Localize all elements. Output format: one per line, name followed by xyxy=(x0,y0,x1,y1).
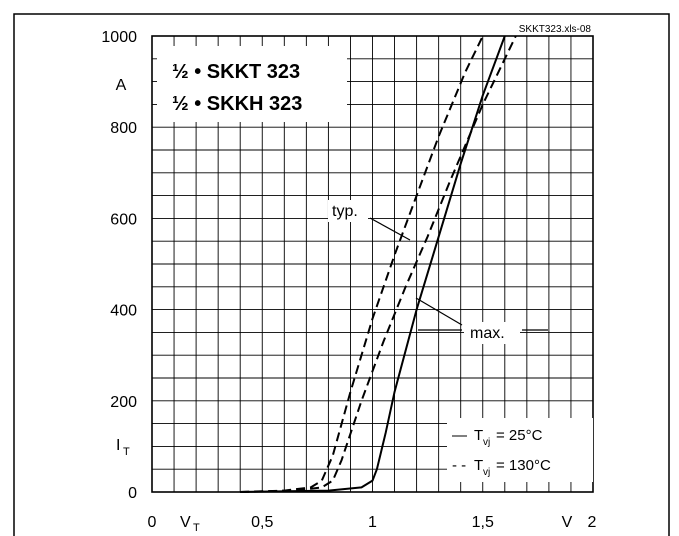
legend: — T vj = 25°C - - T vj = 130°C xyxy=(447,418,593,482)
y-tick-label: 800 xyxy=(110,120,137,137)
title-line-1: ½ • SKKT 323 xyxy=(172,61,300,83)
svg-text:T: T xyxy=(474,427,483,444)
x-tick-label: 1,5 xyxy=(472,514,494,531)
svg-text:vj: vj xyxy=(483,437,490,448)
plot-area xyxy=(151,35,594,493)
svg-text:I: I xyxy=(116,437,120,454)
svg-text:T: T xyxy=(123,446,130,458)
x-tick-label: 2 xyxy=(588,514,597,531)
svg-text:vj: vj xyxy=(483,467,490,478)
y-tick-label: 1000 xyxy=(101,29,137,46)
title-box xyxy=(157,46,347,122)
svg-text:—: — xyxy=(452,427,467,444)
svg-text:T: T xyxy=(474,457,483,474)
svg-text:= 25°C: = 25°C xyxy=(496,427,543,444)
svg-text:= 130°C: = 130°C xyxy=(496,457,551,474)
y-tick-label: 200 xyxy=(110,394,137,411)
typ-label-bg xyxy=(328,200,368,222)
legend-entry-25c: — T vj = 25°C xyxy=(452,427,543,448)
x-axis-label: V T xyxy=(180,514,200,534)
y-unit-label: A xyxy=(116,77,127,94)
series-line-1-solid xyxy=(240,35,506,493)
y-tick-label: 0 xyxy=(128,485,137,502)
y-axis-label: I T xyxy=(116,437,130,458)
series-layer xyxy=(240,35,517,493)
max-annotation: max. xyxy=(470,325,505,342)
source-label: SKKT323.xls-08 xyxy=(519,24,592,35)
outer-border xyxy=(13,13,670,536)
x-tick-label: 0,5 xyxy=(251,514,273,531)
max-leader-1 xyxy=(415,297,463,326)
typ-leader xyxy=(369,217,411,241)
legend-entry-130c: - - T vj = 130°C xyxy=(452,457,551,478)
svg-text:- -: - - xyxy=(452,457,466,474)
title-line-2: ½ • SKKH 323 xyxy=(172,93,302,115)
x-tick-label: 1 xyxy=(368,514,377,531)
tick-labels: 0 200 400 600 800 1000 0 0,5 1 1,5 2 xyxy=(101,29,596,531)
series-line-2-dashed xyxy=(240,35,484,493)
x-tick-label: 0 xyxy=(148,514,157,531)
max-label-bg xyxy=(464,322,520,344)
typ-annotation: typ. xyxy=(332,203,358,220)
y-tick-label: 400 xyxy=(110,303,137,320)
y-tick-label: 600 xyxy=(110,211,137,228)
series-line-3-dashed xyxy=(240,35,517,493)
svg-text:V: V xyxy=(180,514,191,531)
x-unit-label: V xyxy=(562,514,573,531)
svg-text:T: T xyxy=(193,522,200,534)
legend-box xyxy=(447,418,593,482)
